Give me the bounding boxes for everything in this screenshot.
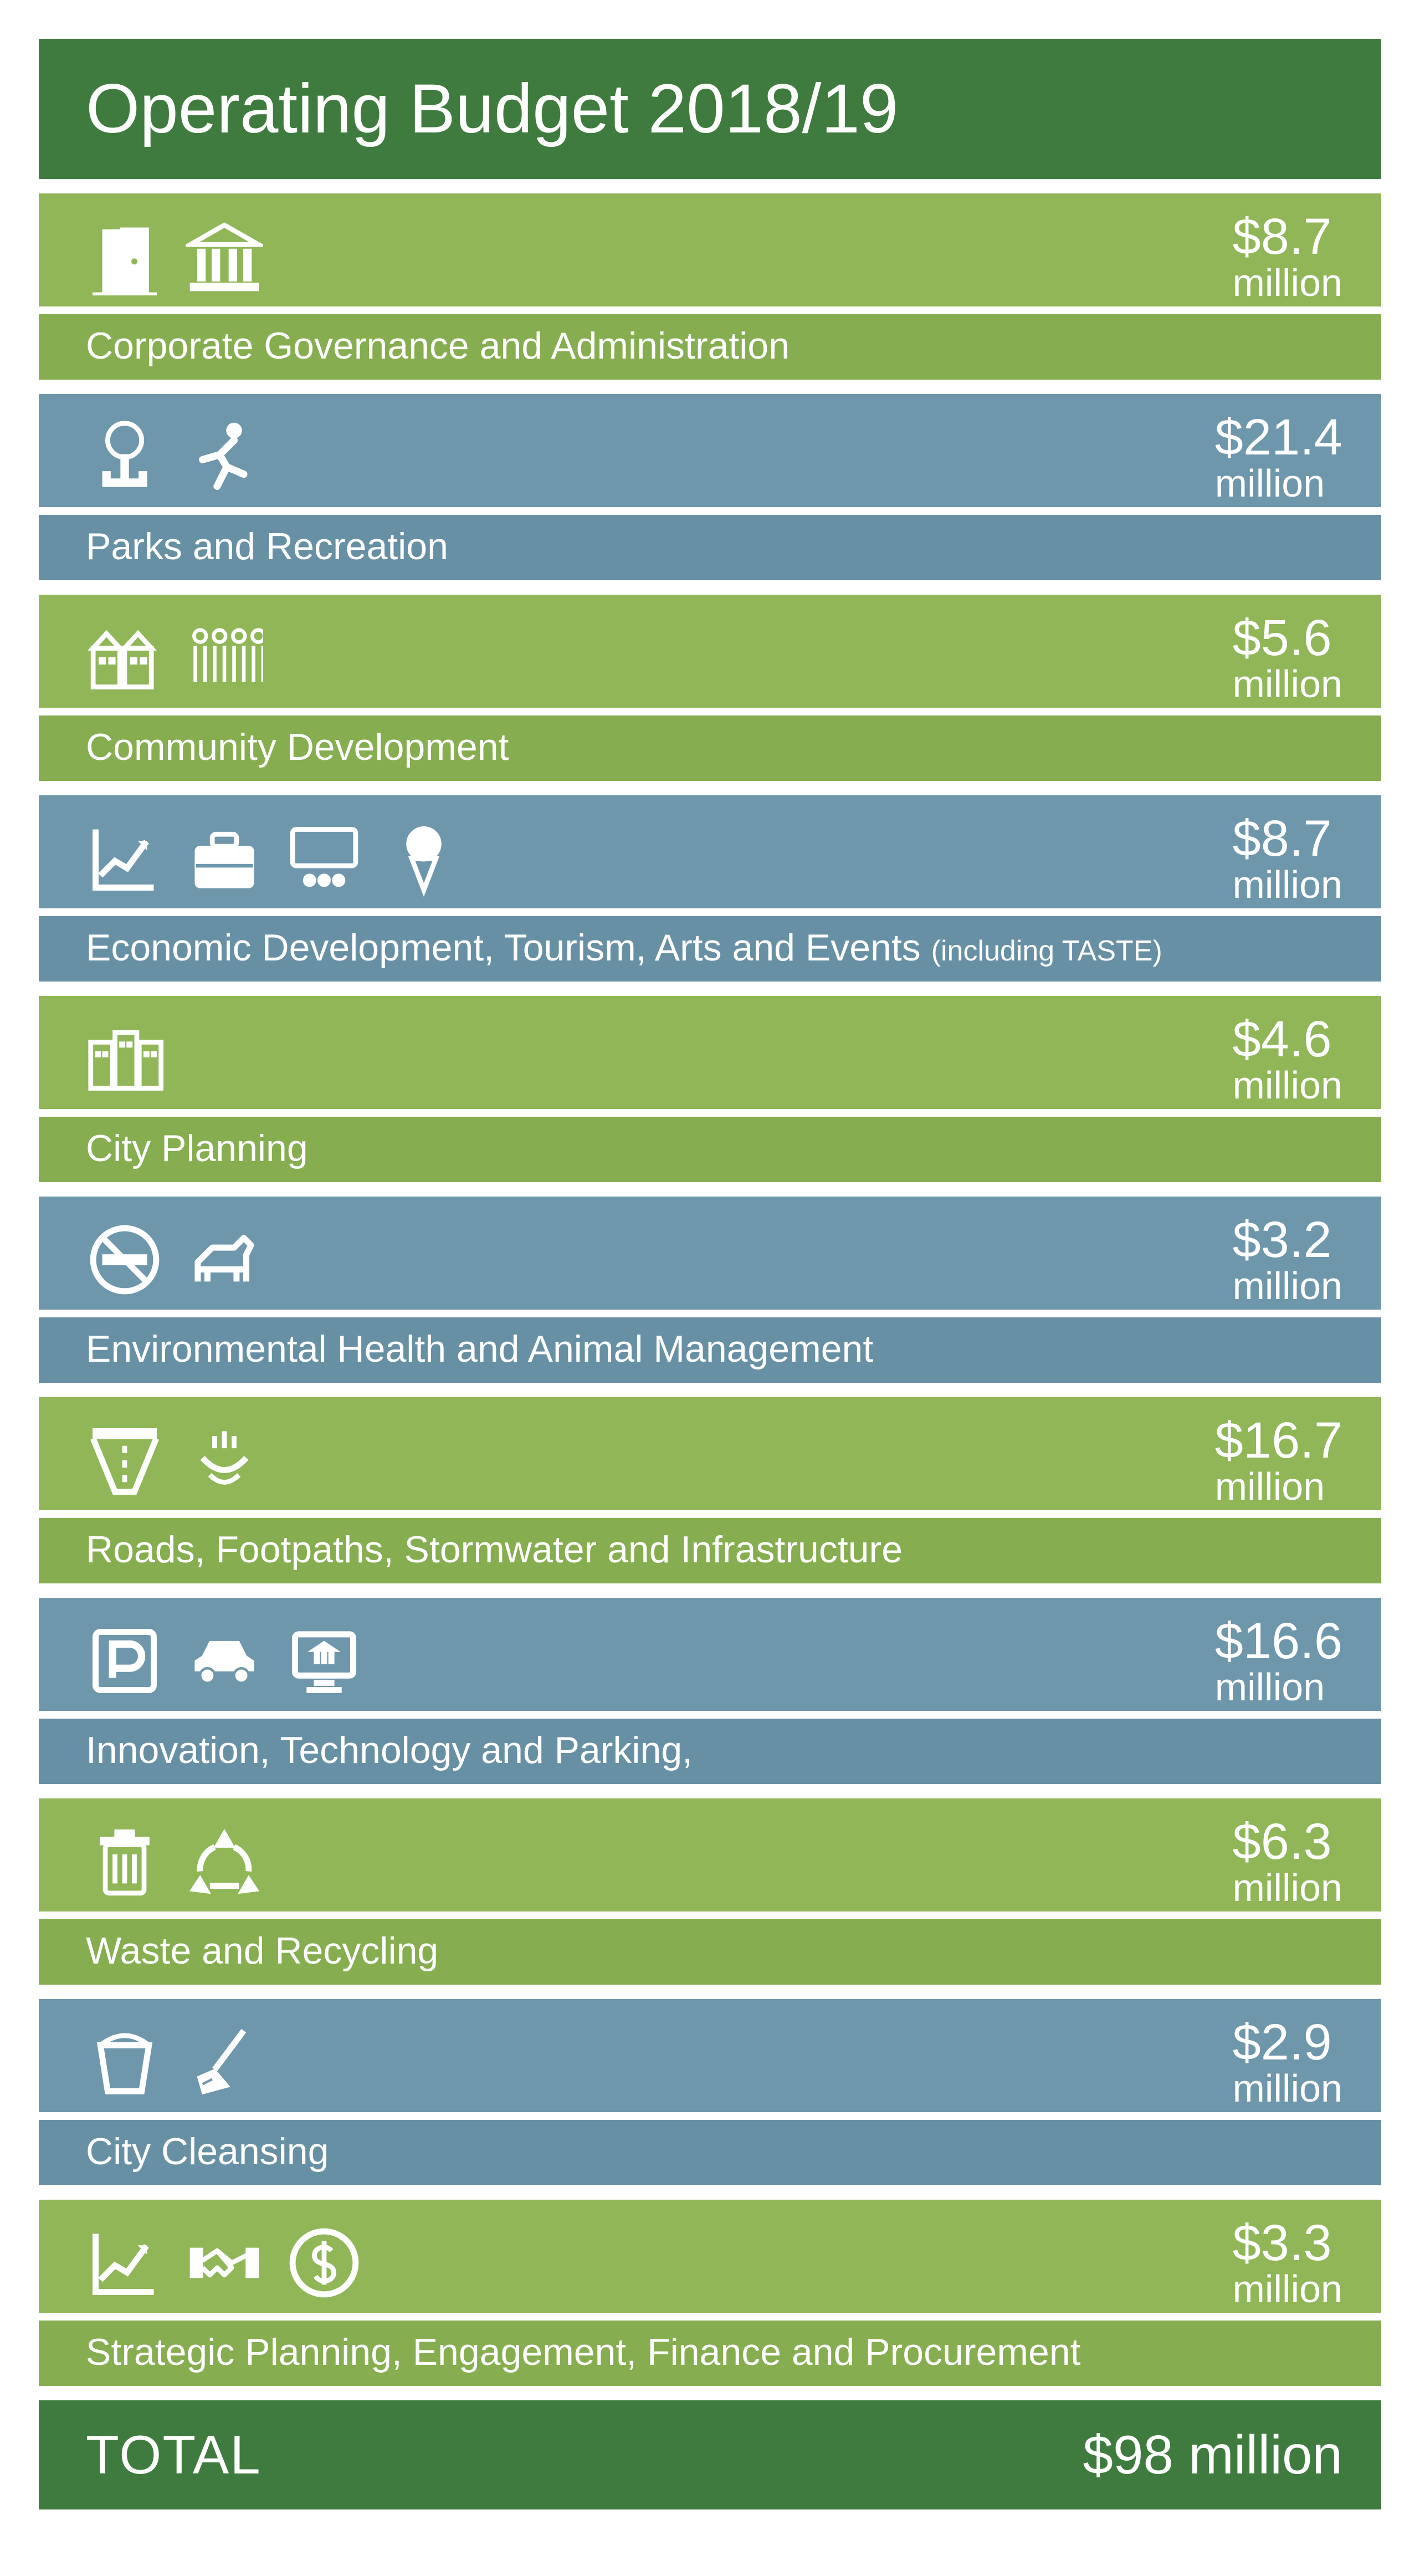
row-top: $8.7million [39,193,1381,306]
door-icon [86,218,163,295]
audience-icon [285,820,363,897]
handshake-icon [186,2224,263,2302]
row-label: Roads, Footpaths, Stormwater and Infrast… [39,1518,1381,1583]
row-top: $21.4million [39,394,1381,507]
broom-icon [186,2023,263,2101]
amount-unit: million [1233,2270,1342,2308]
amount-value: $21.4 [1215,412,1342,463]
amount-unit: million [1215,1668,1342,1706]
row-label: Waste and Recycling [39,1919,1381,1985]
row-top: $3.3million [39,2200,1381,2313]
row-label: Community Development [39,715,1381,781]
row-amount: $5.6million [1233,612,1342,703]
row-amount: $8.7million [1233,813,1342,904]
row-icons [86,2224,363,2302]
amount-unit: million [1233,1066,1342,1105]
row-amount: $16.7million [1215,1415,1342,1506]
row-top: $8.7million [39,795,1381,908]
row-icons [86,1622,363,1700]
park-tree-icon [86,418,163,496]
parking-icon [86,1622,163,1700]
row-top: $2.9million [39,1999,1381,2112]
runner-icon [186,418,263,496]
amount-value: $8.7 [1233,813,1342,864]
amount-value: $3.3 [1233,2217,1342,2268]
header-bar: Operating Budget 2018/19 [39,39,1381,179]
dollar-circle-icon [285,2224,363,2302]
row-amount: $6.3million [1233,1816,1342,1907]
row-amount: $16.6million [1215,1616,1342,1706]
amount-unit: million [1233,1868,1342,1907]
row-amount: $3.2million [1233,1214,1342,1305]
amount-unit: million [1233,665,1342,703]
row-top: $6.3million [39,1798,1381,1911]
amount-value: $4.6 [1233,1014,1342,1065]
row-label: Innovation, Technology and Parking, [39,1719,1381,1784]
row-top: $3.2million [39,1197,1381,1310]
total-bar: TOTAL $98 million [39,2400,1381,2509]
row-icons [86,418,263,496]
row-icons [86,1823,263,1900]
icecream-icon [385,820,463,897]
row-amount: $4.6million [1233,1014,1342,1105]
amount-value: $16.7 [1215,1415,1342,1466]
road-icon [86,1422,163,1499]
amount-value: $8.7 [1233,211,1342,262]
amount-unit: million [1233,2069,1342,2108]
row-label: Economic Development, Tourism, Arts and … [39,916,1381,982]
row-icons [86,1020,163,1098]
page-title: Operating Budget 2018/19 [86,69,1342,149]
briefcase-icon [186,820,263,897]
row-icons [86,2023,263,2101]
dog-icon [186,1221,263,1299]
amount-value: $2.9 [1233,2017,1342,2068]
row-icons [86,218,263,295]
amount-unit: million [1233,1266,1342,1305]
amount-unit: million [1233,263,1342,302]
total-value: $98 million [1083,2424,1342,2486]
row-label: Corporate Governance and Administration [39,314,1381,380]
rows-container: $8.7millionCorporate Governance and Admi… [39,193,1381,2400]
row-label: Strategic Planning, Engagement, Finance … [39,2321,1381,2386]
row-label: Environmental Health and Animal Manageme… [39,1317,1381,1383]
row-amount: $2.9million [1233,2017,1342,2108]
row-icons [86,1422,263,1499]
car-icon [186,1622,263,1700]
row-top: $16.6million [39,1598,1381,1711]
row-amount: $21.4million [1215,412,1342,503]
amount-value: $5.6 [1233,612,1342,663]
row-icons [86,619,263,697]
drainage-icon [186,1422,263,1499]
budget-infographic: Operating Budget 2018/19 $8.7millionCorp… [0,0,1420,2576]
amount-unit: million [1215,464,1342,503]
amount-value: $3.2 [1233,1214,1342,1265]
monitor-icon [285,1622,363,1700]
amount-unit: million [1215,1467,1342,1506]
row-top: $5.6million [39,595,1381,708]
people-group-icon [186,619,263,697]
houses-icon [86,619,163,697]
row-icons [86,820,463,897]
row-label: Parks and Recreation [39,515,1381,580]
row-amount: $8.7million [1233,211,1342,302]
amount-value: $16.6 [1215,1616,1342,1667]
amount-value: $6.3 [1233,1816,1342,1867]
total-label: TOTAL [86,2424,262,2486]
amount-unit: million [1233,865,1342,904]
growth-chart-icon [86,2224,163,2302]
growth-chart-icon [86,820,163,897]
row-top: $4.6million [39,996,1381,1109]
row-amount: $3.3million [1233,2217,1342,2308]
row-label: City Cleansing [39,2120,1381,2185]
city-blocks-icon [86,1020,163,1098]
row-icons [86,1221,263,1299]
row-top: $16.7million [39,1397,1381,1510]
trash-icon [86,1823,163,1900]
row-label: City Planning [39,1117,1381,1182]
bucket-icon [86,2023,163,2101]
institution-icon [186,218,263,295]
no-smoking-icon [86,1221,163,1299]
recycle-icon [186,1823,263,1900]
